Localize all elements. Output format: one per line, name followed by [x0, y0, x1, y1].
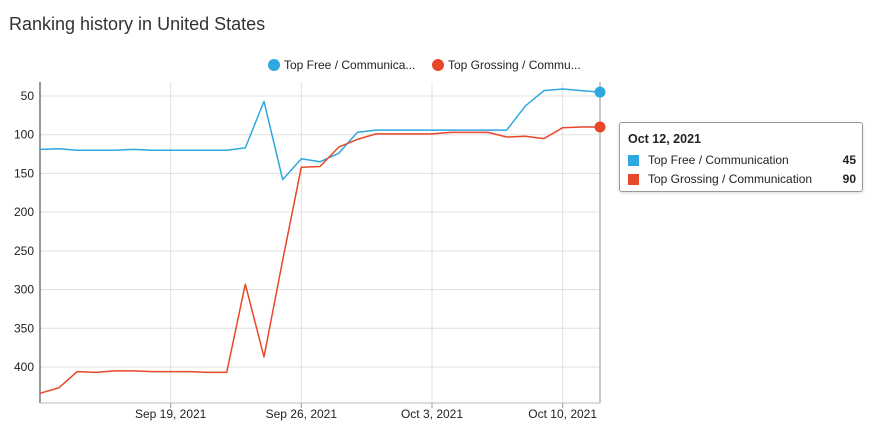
tooltip-series-name: Top Grossing / Communication: [648, 172, 813, 186]
tooltip-series-name: Top Free / Communication: [648, 153, 789, 167]
x-tick-label: Oct 10, 2021: [528, 407, 597, 421]
chart-title: Ranking history in United States: [9, 14, 266, 34]
x-tick-label: Oct 3, 2021: [401, 407, 463, 421]
y-tick-label: 100: [14, 128, 34, 142]
series-square-icon: [628, 154, 639, 166]
tooltip-series-value: 45: [842, 153, 856, 167]
legend-item-top-grossing[interactable]: Top Grossing / Commu...: [432, 58, 581, 72]
y-tick-label: 250: [14, 244, 34, 258]
y-tick-label: 50: [21, 89, 35, 103]
x-tick-label: Sep 26, 2021: [266, 407, 338, 421]
series-point-top-free[interactable]: [594, 86, 606, 98]
tooltip-date: Oct 12, 2021: [628, 132, 701, 146]
y-tick-label: 300: [14, 283, 34, 297]
series-line-top-grossing[interactable]: [39, 126, 600, 395]
tooltip: Oct 12, 2021 Top Free / Communication 45…: [619, 122, 863, 192]
series-square-icon: [628, 173, 639, 185]
tooltip-series-value: 90: [842, 172, 856, 186]
y-tick-label: 200: [14, 205, 34, 219]
legend-label: Top Free / Communica...: [284, 58, 416, 72]
series-point-top-grossing[interactable]: [594, 121, 606, 133]
legend-dot-icon: [432, 59, 444, 71]
x-tick-label: Sep 19, 2021: [135, 407, 207, 421]
tooltip-row-grossing: Top Grossing / Communication 90: [628, 172, 856, 186]
y-tick-label: 350: [14, 321, 34, 335]
tooltip-row-free: Top Free / Communication 45: [628, 153, 856, 167]
legend: Top Free / Communica... Top Grossing / C…: [0, 58, 870, 76]
series-line-top-free[interactable]: [39, 88, 601, 181]
y-tick-label: 150: [14, 166, 34, 180]
y-tick-label: 400: [14, 360, 34, 374]
legend-label: Top Grossing / Commu...: [448, 58, 581, 72]
legend-dot-icon: [268, 59, 280, 71]
legend-item-top-free[interactable]: Top Free / Communica...: [268, 58, 415, 72]
